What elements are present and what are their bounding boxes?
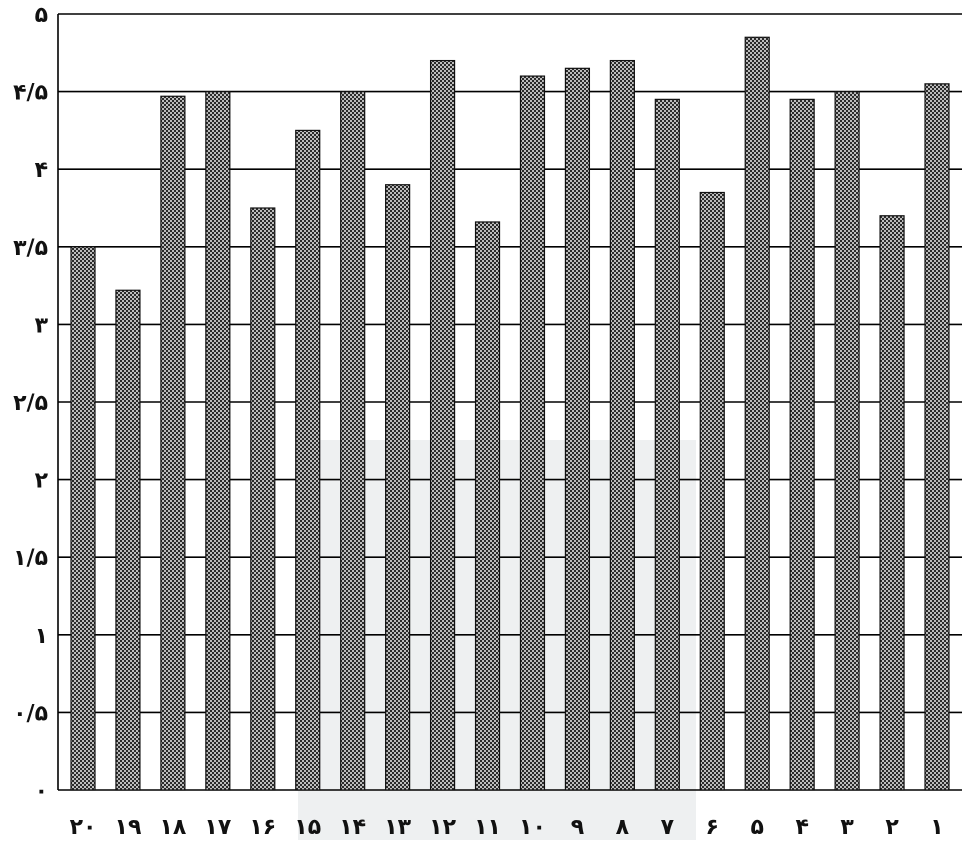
x-tick-label: ۱۵ (294, 815, 321, 840)
bar (564, 67, 591, 791)
x-tick-label: ۱۴ (339, 815, 366, 840)
bar (115, 289, 141, 791)
x-tick-label: ۲۰ (70, 815, 97, 840)
bar (429, 59, 456, 791)
x-tick-label: ۶ (706, 815, 719, 840)
x-tick-label: ۱ (930, 815, 943, 840)
x-tick-label: ۴ (795, 815, 808, 840)
y-tick-label: ۳/۵ (13, 236, 48, 261)
bar (250, 207, 276, 791)
x-tick-label: ۱۶ (249, 815, 276, 840)
bar (474, 221, 501, 791)
bar (924, 83, 950, 791)
y-tick-label: ۴ (35, 158, 48, 183)
y-tick-label: ۱ (35, 624, 48, 649)
x-tick-label: ۱۰ (519, 815, 546, 840)
x-tick-label: ۱۱ (474, 815, 501, 840)
bar (654, 98, 680, 791)
bar (879, 215, 905, 791)
bar (609, 59, 635, 791)
x-tick-labels: ۲۰ ۱۹ ۱۸ ۱۷ ۱۶ ۱۵ ۱۴ ۱۳ ۱۲ ۱۱ ۱۰ ۹ ۸ ۷ ۶ ۵ ۴ ۳ ۲ ۱ (70, 815, 944, 840)
bar (789, 98, 815, 791)
x-tick-label: ۵ (750, 815, 763, 840)
bar (385, 184, 411, 791)
y-tick-label: ۵ (35, 3, 48, 28)
bar (699, 191, 725, 791)
bars (70, 36, 950, 791)
bar (834, 90, 860, 791)
y-tick-label: ۳ (35, 313, 49, 338)
y-tick-labels: ۰ ۰/۵ ۱ ۱/۵ ۲ ۲/۵ ۳ ۳/۵ ۴ ۴/۵ ۵ (13, 3, 48, 804)
x-tick-label: ۱۷ (204, 815, 231, 840)
x-tick-label: ۲ (885, 815, 899, 840)
x-tick-label: ۸ (616, 815, 630, 840)
x-tick-label: ۱۸ (159, 815, 186, 840)
bar (70, 246, 96, 791)
x-tick-label: ۳ (840, 815, 854, 840)
bar (160, 95, 186, 791)
y-tick-label: ۲ (35, 469, 49, 494)
x-tick-label: ۱۳ (384, 815, 411, 840)
x-tick-label: ۹ (571, 815, 584, 840)
y-tick-label: ۲/۵ (13, 391, 48, 416)
bar (295, 129, 321, 791)
bar (519, 75, 546, 791)
y-tick-label: ۱/۵ (13, 546, 48, 571)
bar (744, 36, 770, 791)
x-tick-label: ۱۲ (429, 815, 456, 840)
x-tick-label: ۷ (661, 815, 675, 840)
y-tick-label: ۰ (35, 779, 48, 804)
y-tick-label: ۴/۵ (13, 81, 48, 106)
bar (205, 90, 231, 791)
bar (340, 90, 366, 791)
x-tick-label: ۱۹ (115, 815, 142, 840)
y-tick-label: ۰/۵ (13, 701, 48, 726)
